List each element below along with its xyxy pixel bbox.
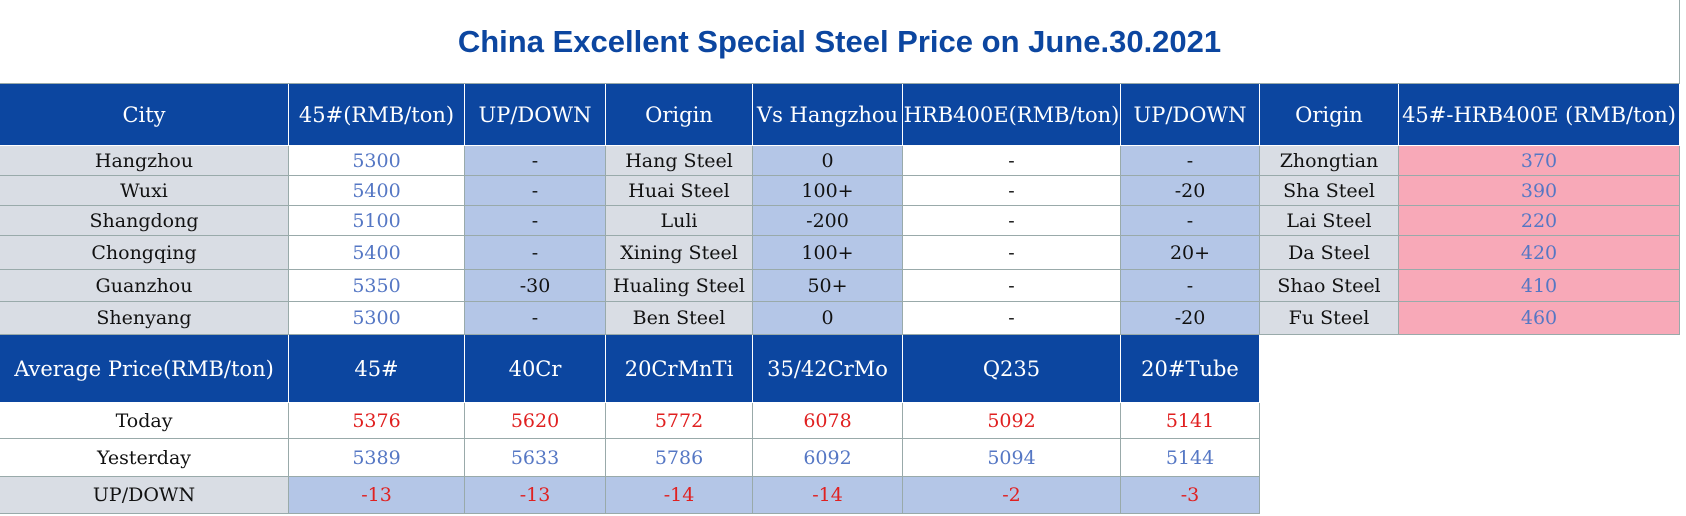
table-cell: Xining Steel — [606, 236, 753, 270]
header-cell: Origin — [1260, 84, 1399, 146]
table-cell: -20 — [1121, 302, 1260, 335]
table-cell: Hangzhou — [0, 146, 289, 176]
title: China Excellent Special Steel Price on J… — [0, 0, 1680, 84]
table-cell: 100+ — [753, 176, 903, 206]
average-cell: 5633 — [465, 439, 606, 477]
table-cell: 5350 — [289, 270, 465, 302]
table-cell: 5300 — [289, 302, 465, 335]
average-cell: UP/DOWN — [0, 477, 289, 514]
table-cell: Huai Steel — [606, 176, 753, 206]
table-cell: - — [465, 236, 606, 270]
table-cell: Da Steel — [1260, 236, 1399, 270]
header-cell: 45#(RMB/ton) — [289, 84, 465, 146]
average-header-cell: 20CrMnTi — [606, 335, 753, 403]
header-cell: 45#-HRB400E (RMB/ton) — [1399, 84, 1680, 146]
table-cell: 5400 — [289, 236, 465, 270]
table-cell: - — [903, 146, 1121, 176]
table-cell: - — [1121, 206, 1260, 236]
table-cell: - — [903, 270, 1121, 302]
average-header-cell: Q235 — [903, 335, 1121, 403]
table-cell: 100+ — [753, 236, 903, 270]
table-cell: -200 — [753, 206, 903, 236]
header-cell: UP/DOWN — [1121, 84, 1260, 146]
average-header-cell: 40Cr — [465, 335, 606, 403]
average-header-cell: Average Price(RMB/ton) — [0, 335, 289, 403]
table-cell: 20+ — [1121, 236, 1260, 270]
table-cell: Guanzhou — [0, 270, 289, 302]
table-cell: 410 — [1399, 270, 1680, 302]
table-cell: 370 — [1399, 146, 1680, 176]
average-cell: 6078 — [753, 403, 903, 439]
table-cell: Sha Steel — [1260, 176, 1399, 206]
table-cell: - — [903, 236, 1121, 270]
table-cell: Wuxi — [0, 176, 289, 206]
table-cell: Hang Steel — [606, 146, 753, 176]
table-cell: 5100 — [289, 206, 465, 236]
table-cell: 5300 — [289, 146, 465, 176]
average-cell: Today — [0, 403, 289, 439]
table-cell: Chongqing — [0, 236, 289, 270]
header-cell: UP/DOWN — [465, 84, 606, 146]
table-cell: 0 — [753, 302, 903, 335]
table-cell: -20 — [1121, 176, 1260, 206]
table-cell: 460 — [1399, 302, 1680, 335]
average-cell: 6092 — [753, 439, 903, 477]
table-cell: Ben Steel — [606, 302, 753, 335]
average-header-cell: 35/42CrMo — [753, 335, 903, 403]
table-cell: 0 — [753, 146, 903, 176]
average-cell: Yesterday — [0, 439, 289, 477]
table-cell: -30 — [465, 270, 606, 302]
table-cell: 50+ — [753, 270, 903, 302]
table-cell: - — [465, 206, 606, 236]
average-cell: 5141 — [1121, 403, 1260, 439]
header-cell: Vs Hangzhou — [753, 84, 903, 146]
table-cell: - — [903, 206, 1121, 236]
table-cell: Hualing Steel — [606, 270, 753, 302]
table-cell: Lai Steel — [1260, 206, 1399, 236]
table-cell: - — [465, 176, 606, 206]
average-cell: 5772 — [606, 403, 753, 439]
table-cell: 220 — [1399, 206, 1680, 236]
average-header-cell: 20#Tube — [1121, 335, 1260, 403]
average-cell: -3 — [1121, 477, 1260, 514]
table-cell: - — [465, 302, 606, 335]
table-cell: Fu Steel — [1260, 302, 1399, 335]
table-cell: Zhongtian — [1260, 146, 1399, 176]
table-cell: - — [1121, 146, 1260, 176]
table-cell: 5400 — [289, 176, 465, 206]
average-cell: -13 — [465, 477, 606, 514]
average-cell: -14 — [606, 477, 753, 514]
average-header-cell: 45# — [289, 335, 465, 403]
table-cell: 390 — [1399, 176, 1680, 206]
average-cell: 5094 — [903, 439, 1121, 477]
average-cell: 5376 — [289, 403, 465, 439]
table-cell: - — [903, 302, 1121, 335]
table-cell: 420 — [1399, 236, 1680, 270]
table-cell: - — [1121, 270, 1260, 302]
header-cell: City — [0, 84, 289, 146]
table-cell: - — [903, 176, 1121, 206]
table-cell: Shao Steel — [1260, 270, 1399, 302]
average-cell: 5620 — [465, 403, 606, 439]
table-cell: Luli — [606, 206, 753, 236]
average-cell: 5389 — [289, 439, 465, 477]
header-cell: Origin — [606, 84, 753, 146]
average-cell: 5786 — [606, 439, 753, 477]
average-cell: 5092 — [903, 403, 1121, 439]
table-cell: Shenyang — [0, 302, 289, 335]
table-cell: Shangdong — [0, 206, 289, 236]
average-cell: -13 — [289, 477, 465, 514]
average-cell: 5144 — [1121, 439, 1260, 477]
average-cell: -2 — [903, 477, 1121, 514]
header-cell: HRB400E(RMB/ton) — [903, 84, 1121, 146]
table-cell: - — [465, 146, 606, 176]
average-cell: -14 — [753, 477, 903, 514]
